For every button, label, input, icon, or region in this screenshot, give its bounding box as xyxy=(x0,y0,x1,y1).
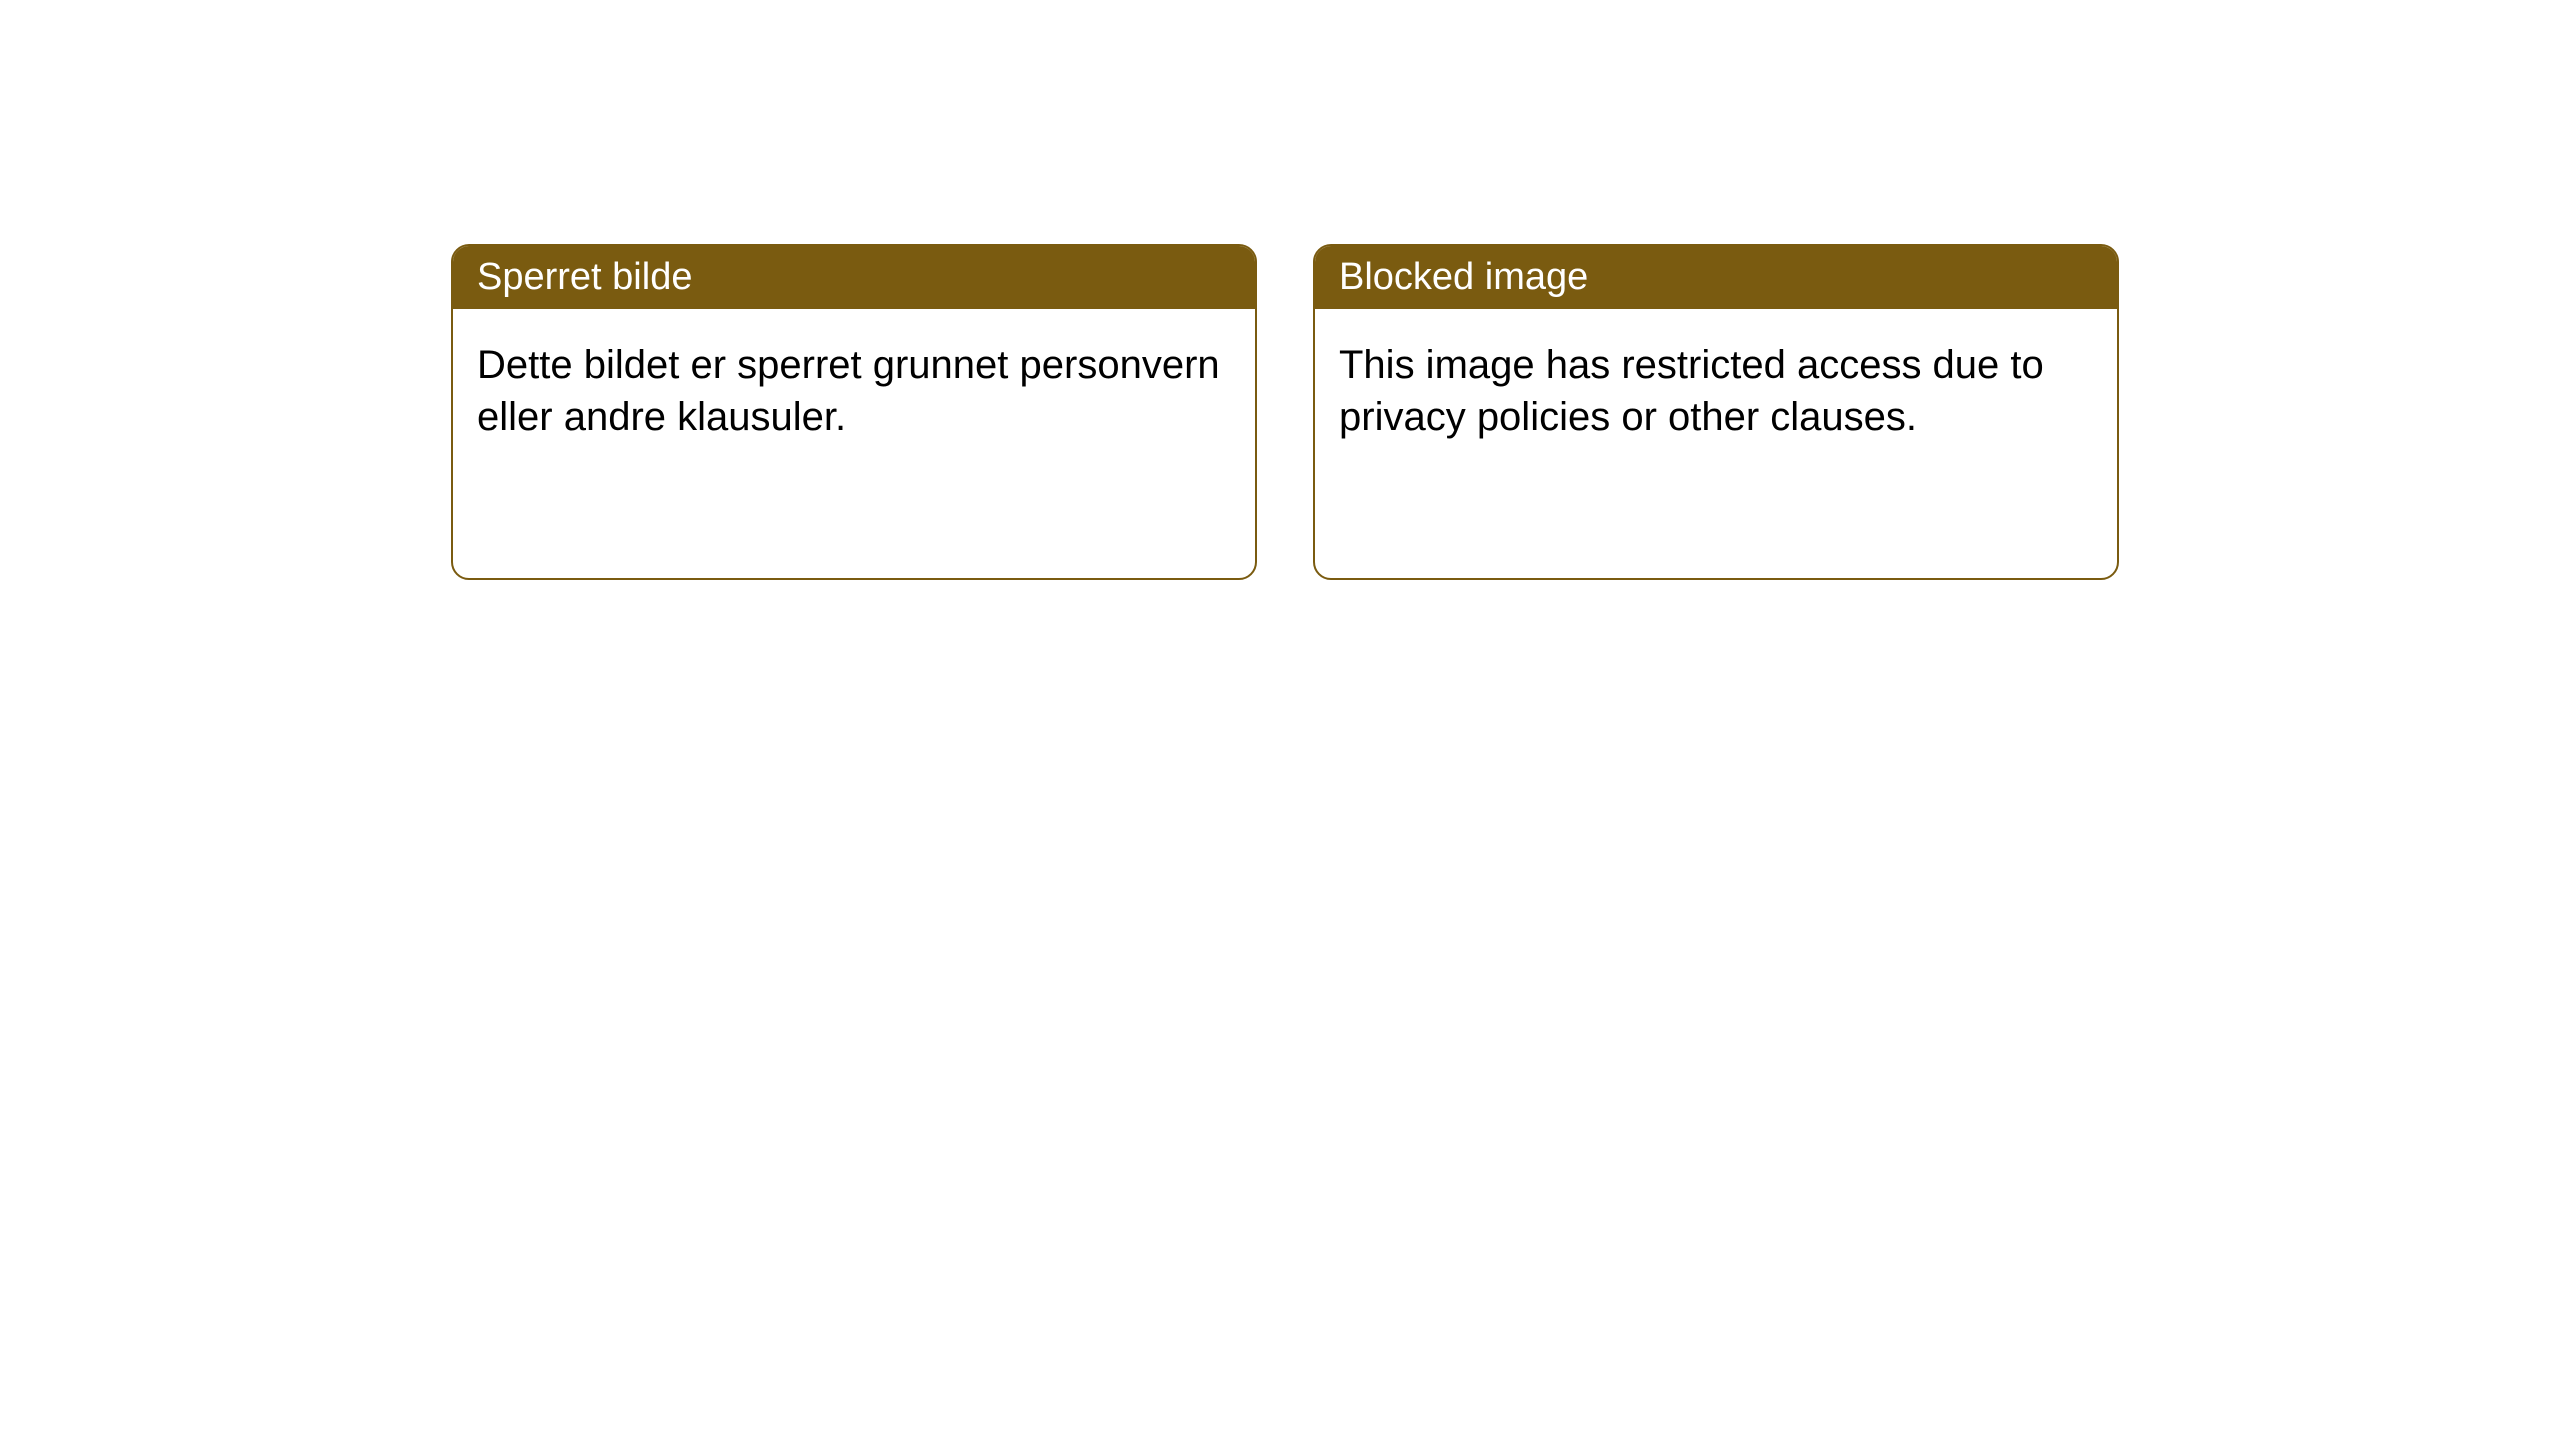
card-text-no: Dette bildet er sperret grunnet personve… xyxy=(477,343,1220,439)
card-header-en: Blocked image xyxy=(1315,246,2117,309)
card-title-en: Blocked image xyxy=(1339,256,1588,298)
card-body-no: Dette bildet er sperret grunnet personve… xyxy=(453,309,1255,473)
card-body-en: This image has restricted access due to … xyxy=(1315,309,2117,473)
blocked-image-card-en: Blocked image This image has restricted … xyxy=(1313,244,2119,580)
blocked-image-card-no: Sperret bilde Dette bildet er sperret gr… xyxy=(451,244,1257,580)
card-title-no: Sperret bilde xyxy=(477,256,692,298)
card-text-en: This image has restricted access due to … xyxy=(1339,343,2044,439)
blocked-image-cards: Sperret bilde Dette bildet er sperret gr… xyxy=(451,244,2119,580)
card-header-no: Sperret bilde xyxy=(453,246,1255,309)
